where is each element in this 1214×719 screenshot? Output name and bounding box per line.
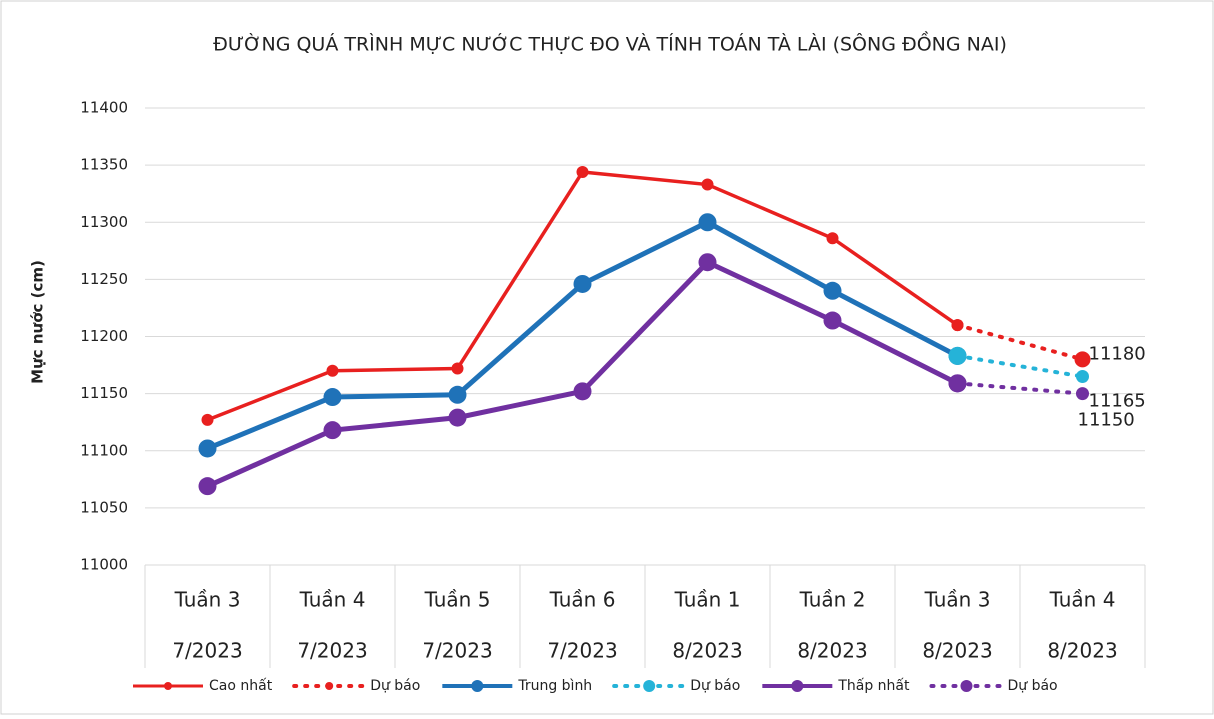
x-tick-label: Tuần 1 xyxy=(674,588,741,612)
point xyxy=(951,319,964,332)
y-tick-label: 11400 xyxy=(80,99,128,117)
point xyxy=(1076,387,1089,401)
legend-marker xyxy=(643,680,656,692)
point xyxy=(823,281,842,300)
x-tick-label: Tuần 6 xyxy=(549,588,616,612)
legend-marker xyxy=(471,680,484,692)
y-tick-label: 11300 xyxy=(80,213,128,231)
legend-label: Cao nhất xyxy=(209,678,273,694)
point xyxy=(948,374,967,393)
data-label: 11150 xyxy=(1078,410,1135,431)
point xyxy=(451,362,464,375)
series-line xyxy=(955,353,1085,379)
x-tick-label: Tuần 2 xyxy=(799,588,866,612)
point xyxy=(448,408,467,427)
legend-marker xyxy=(791,680,804,692)
point xyxy=(1074,351,1091,368)
point xyxy=(323,421,342,440)
y-tick-label: 11350 xyxy=(80,156,128,174)
y-tick-label: 11150 xyxy=(80,384,128,402)
x-tick-label: Tuần 4 xyxy=(299,588,366,612)
y-tick-label: 11000 xyxy=(80,556,128,574)
point xyxy=(326,364,339,377)
x-tick-label: 8/2023 xyxy=(922,639,992,663)
x-tick-label: Tuần 4 xyxy=(1049,588,1116,612)
point xyxy=(1076,369,1089,383)
point xyxy=(826,232,839,245)
x-tick-label: 8/2023 xyxy=(797,639,867,663)
point xyxy=(448,385,467,404)
legend-label: Thấp nhất xyxy=(837,678,910,694)
point xyxy=(823,311,842,330)
legend-marker xyxy=(960,680,973,692)
series-line xyxy=(955,323,1085,362)
y-tick-label: 11100 xyxy=(80,441,128,459)
data-label: 11180 xyxy=(1089,343,1146,364)
x-tick-label: 7/2023 xyxy=(172,639,242,663)
y-tick-label: 11250 xyxy=(80,270,128,288)
x-tick-label: 7/2023 xyxy=(297,639,367,663)
point xyxy=(573,382,592,401)
x-tick-label: Tuần 5 xyxy=(424,588,491,612)
y-tick-label: 11050 xyxy=(80,498,128,516)
legend-label: Dự báo xyxy=(690,678,740,694)
legend-label: Dự báo xyxy=(1007,678,1057,694)
point xyxy=(576,165,589,178)
x-tick-label: 7/2023 xyxy=(422,639,492,663)
point xyxy=(698,253,717,272)
x-tick-label: Tuần 3 xyxy=(174,588,241,612)
point xyxy=(198,439,217,458)
legend-label: Dự báo xyxy=(370,678,420,694)
legend-label: Trung bình xyxy=(517,678,592,694)
x-tick-label: 8/2023 xyxy=(1047,639,1117,663)
point xyxy=(698,213,717,232)
legend-marker xyxy=(325,682,334,690)
data-label: 11165 xyxy=(1089,390,1146,411)
x-tick-label: 8/2023 xyxy=(672,639,742,663)
legend-marker xyxy=(164,682,172,690)
series-line xyxy=(955,381,1085,396)
point xyxy=(198,477,217,496)
y-tick-label: 11200 xyxy=(80,327,128,345)
x-tick-label: Tuần 3 xyxy=(924,588,991,612)
point xyxy=(701,178,714,191)
y-axis-label: Mực nước (cm) xyxy=(29,260,47,384)
point xyxy=(201,413,214,426)
x-tick-label: 7/2023 xyxy=(547,639,617,663)
point xyxy=(948,346,967,365)
point xyxy=(573,274,592,293)
point xyxy=(323,388,342,407)
chart-title: ĐƯỜNG QUÁ TRÌNH MỰC NƯỚC THỰC ĐO VÀ TÍNH… xyxy=(213,30,1007,56)
